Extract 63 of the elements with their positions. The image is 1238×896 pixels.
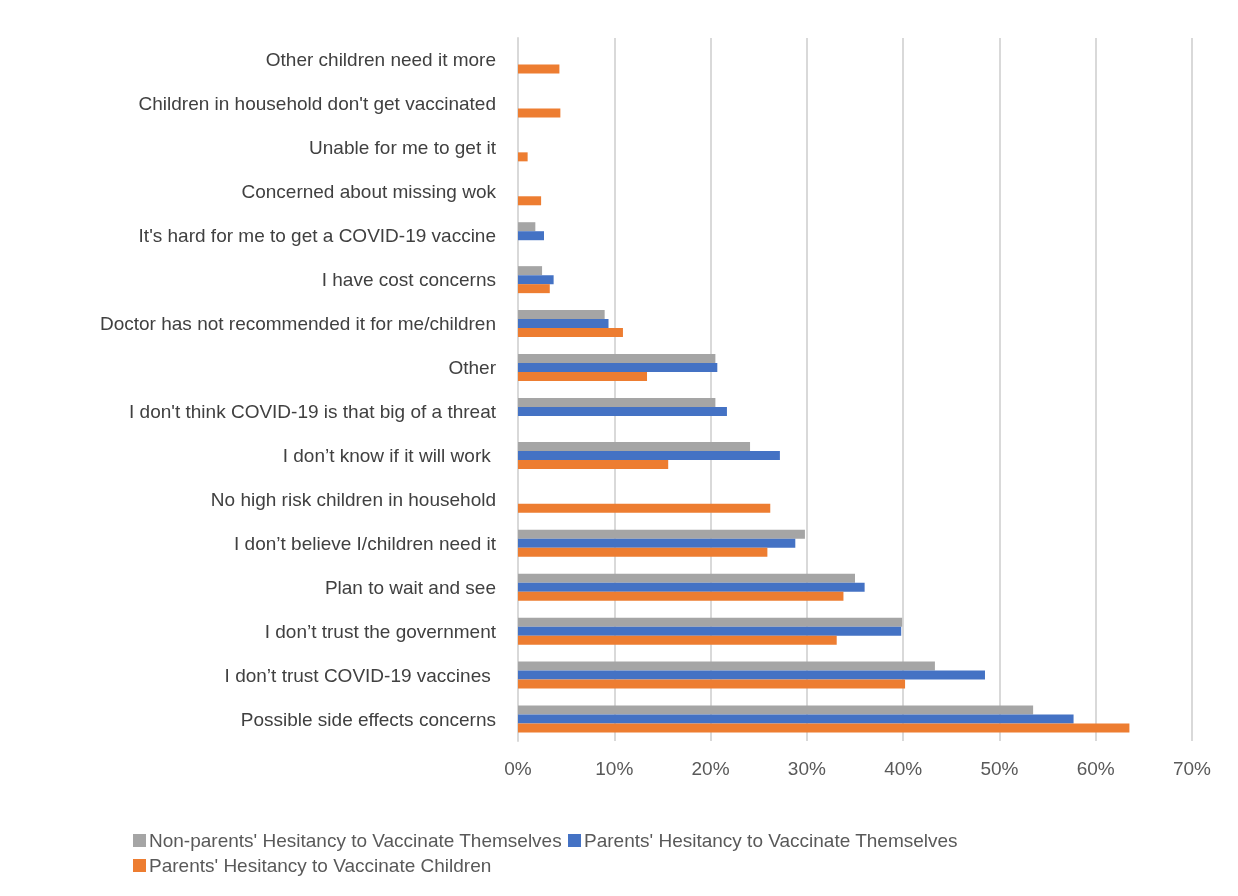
bar <box>518 406 727 416</box>
x-tick-label: 50% <box>980 758 1019 779</box>
y-tick-label: I don't think COVID-19 is that big of a threat <box>129 400 497 422</box>
legend-label: Parents' Hesitancy to Vaccinate Themselves <box>584 830 958 851</box>
x-tick-label: 20% <box>691 758 730 779</box>
bar <box>518 231 544 241</box>
bar <box>518 503 771 513</box>
bar <box>518 196 542 206</box>
bar <box>518 450 780 460</box>
bar <box>518 714 1074 724</box>
y-tick-label: Possible side effects concerns <box>240 708 496 730</box>
x-tick-label: 0% <box>504 758 532 779</box>
y-tick-label: Other children need it more <box>265 49 496 71</box>
bar <box>518 626 902 636</box>
y-tick-label: I don’t trust COVID-19 vaccines <box>224 664 496 686</box>
legend-label: Parents' Hesitancy to Vaccinate Children <box>149 855 492 876</box>
y-tick-label: Other <box>448 357 497 379</box>
bar <box>518 723 1130 733</box>
bar <box>518 529 805 539</box>
bar <box>518 284 550 294</box>
y-tick-label: I have cost concerns <box>321 269 496 291</box>
y-tick-label: Concerned about missing wok <box>241 181 497 203</box>
bar <box>518 670 985 680</box>
y-tick-label: I don’t know if it will work <box>282 444 496 466</box>
bar <box>518 617 903 627</box>
y-tick-label: Plan to wait and see <box>324 576 496 598</box>
y-tick-label: It's hard for me to get a COVID-19 vaccine <box>138 225 496 247</box>
bar <box>518 275 554 285</box>
bar <box>518 266 543 276</box>
y-tick-label: I don’t believe I/children need it <box>234 532 497 554</box>
bar <box>518 573 855 583</box>
bar <box>518 591 844 601</box>
x-tick-label: 40% <box>884 758 923 779</box>
y-tick-label: Doctor has not recommended it for me/children <box>99 313 496 335</box>
bar <box>518 459 669 469</box>
x-tick-label: 70% <box>1172 758 1212 779</box>
bar <box>518 441 751 451</box>
y-tick-label: I don’t trust the government <box>264 620 497 642</box>
bar <box>518 222 536 232</box>
legend-label: Non-parents' Hesitancy to Vaccinate Themselves <box>149 830 562 851</box>
bar <box>518 328 623 338</box>
bar <box>518 372 648 382</box>
bar <box>518 310 605 320</box>
bar <box>518 152 528 162</box>
bar <box>518 397 716 407</box>
bar <box>518 538 796 548</box>
x-tick-label: 30% <box>787 758 826 779</box>
y-tick-label: Children in household don't get vaccinated <box>138 93 496 115</box>
bar <box>518 705 1034 715</box>
x-tick-label: 10% <box>595 758 634 779</box>
bar <box>518 363 718 373</box>
bar <box>518 547 768 557</box>
x-tick-label: 60% <box>1076 758 1115 779</box>
bar <box>518 319 609 329</box>
bar <box>518 354 716 364</box>
bar <box>518 108 561 118</box>
y-tick-label: Unable for me to get it <box>309 137 497 159</box>
bar <box>518 679 906 689</box>
y-tick-label: No high risk children in household <box>210 488 496 510</box>
bar <box>518 635 837 645</box>
bar <box>518 582 865 592</box>
bar <box>518 64 560 74</box>
bar <box>518 661 935 671</box>
